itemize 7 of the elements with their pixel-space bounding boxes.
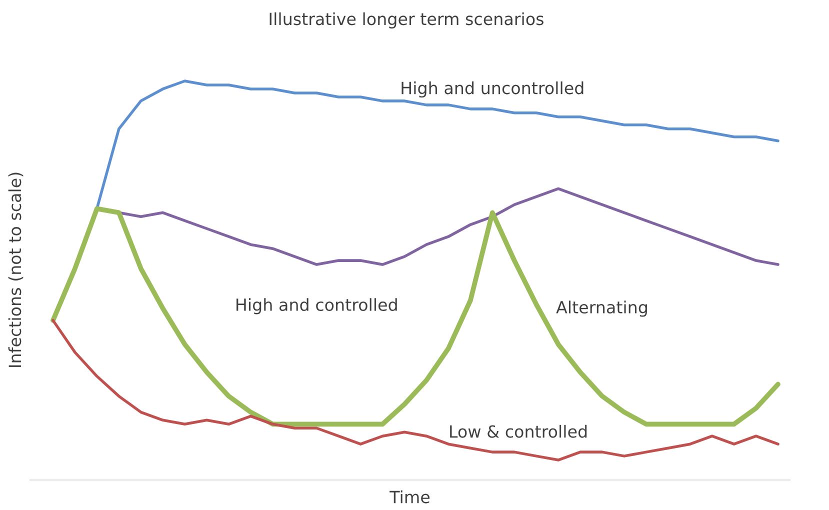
chart-title: Illustrative longer term scenarios bbox=[270, 12, 544, 28]
x-axis-title: Time bbox=[390, 490, 430, 504]
series-label: Low & controlled bbox=[450, 424, 587, 438]
series-label: Alternating bbox=[556, 300, 647, 317]
y-axis-title: Infections (not to scale) bbox=[8, 172, 24, 367]
series-label: High and uncontrolled bbox=[402, 81, 584, 98]
text: High and controlled bbox=[236, 298, 397, 314]
